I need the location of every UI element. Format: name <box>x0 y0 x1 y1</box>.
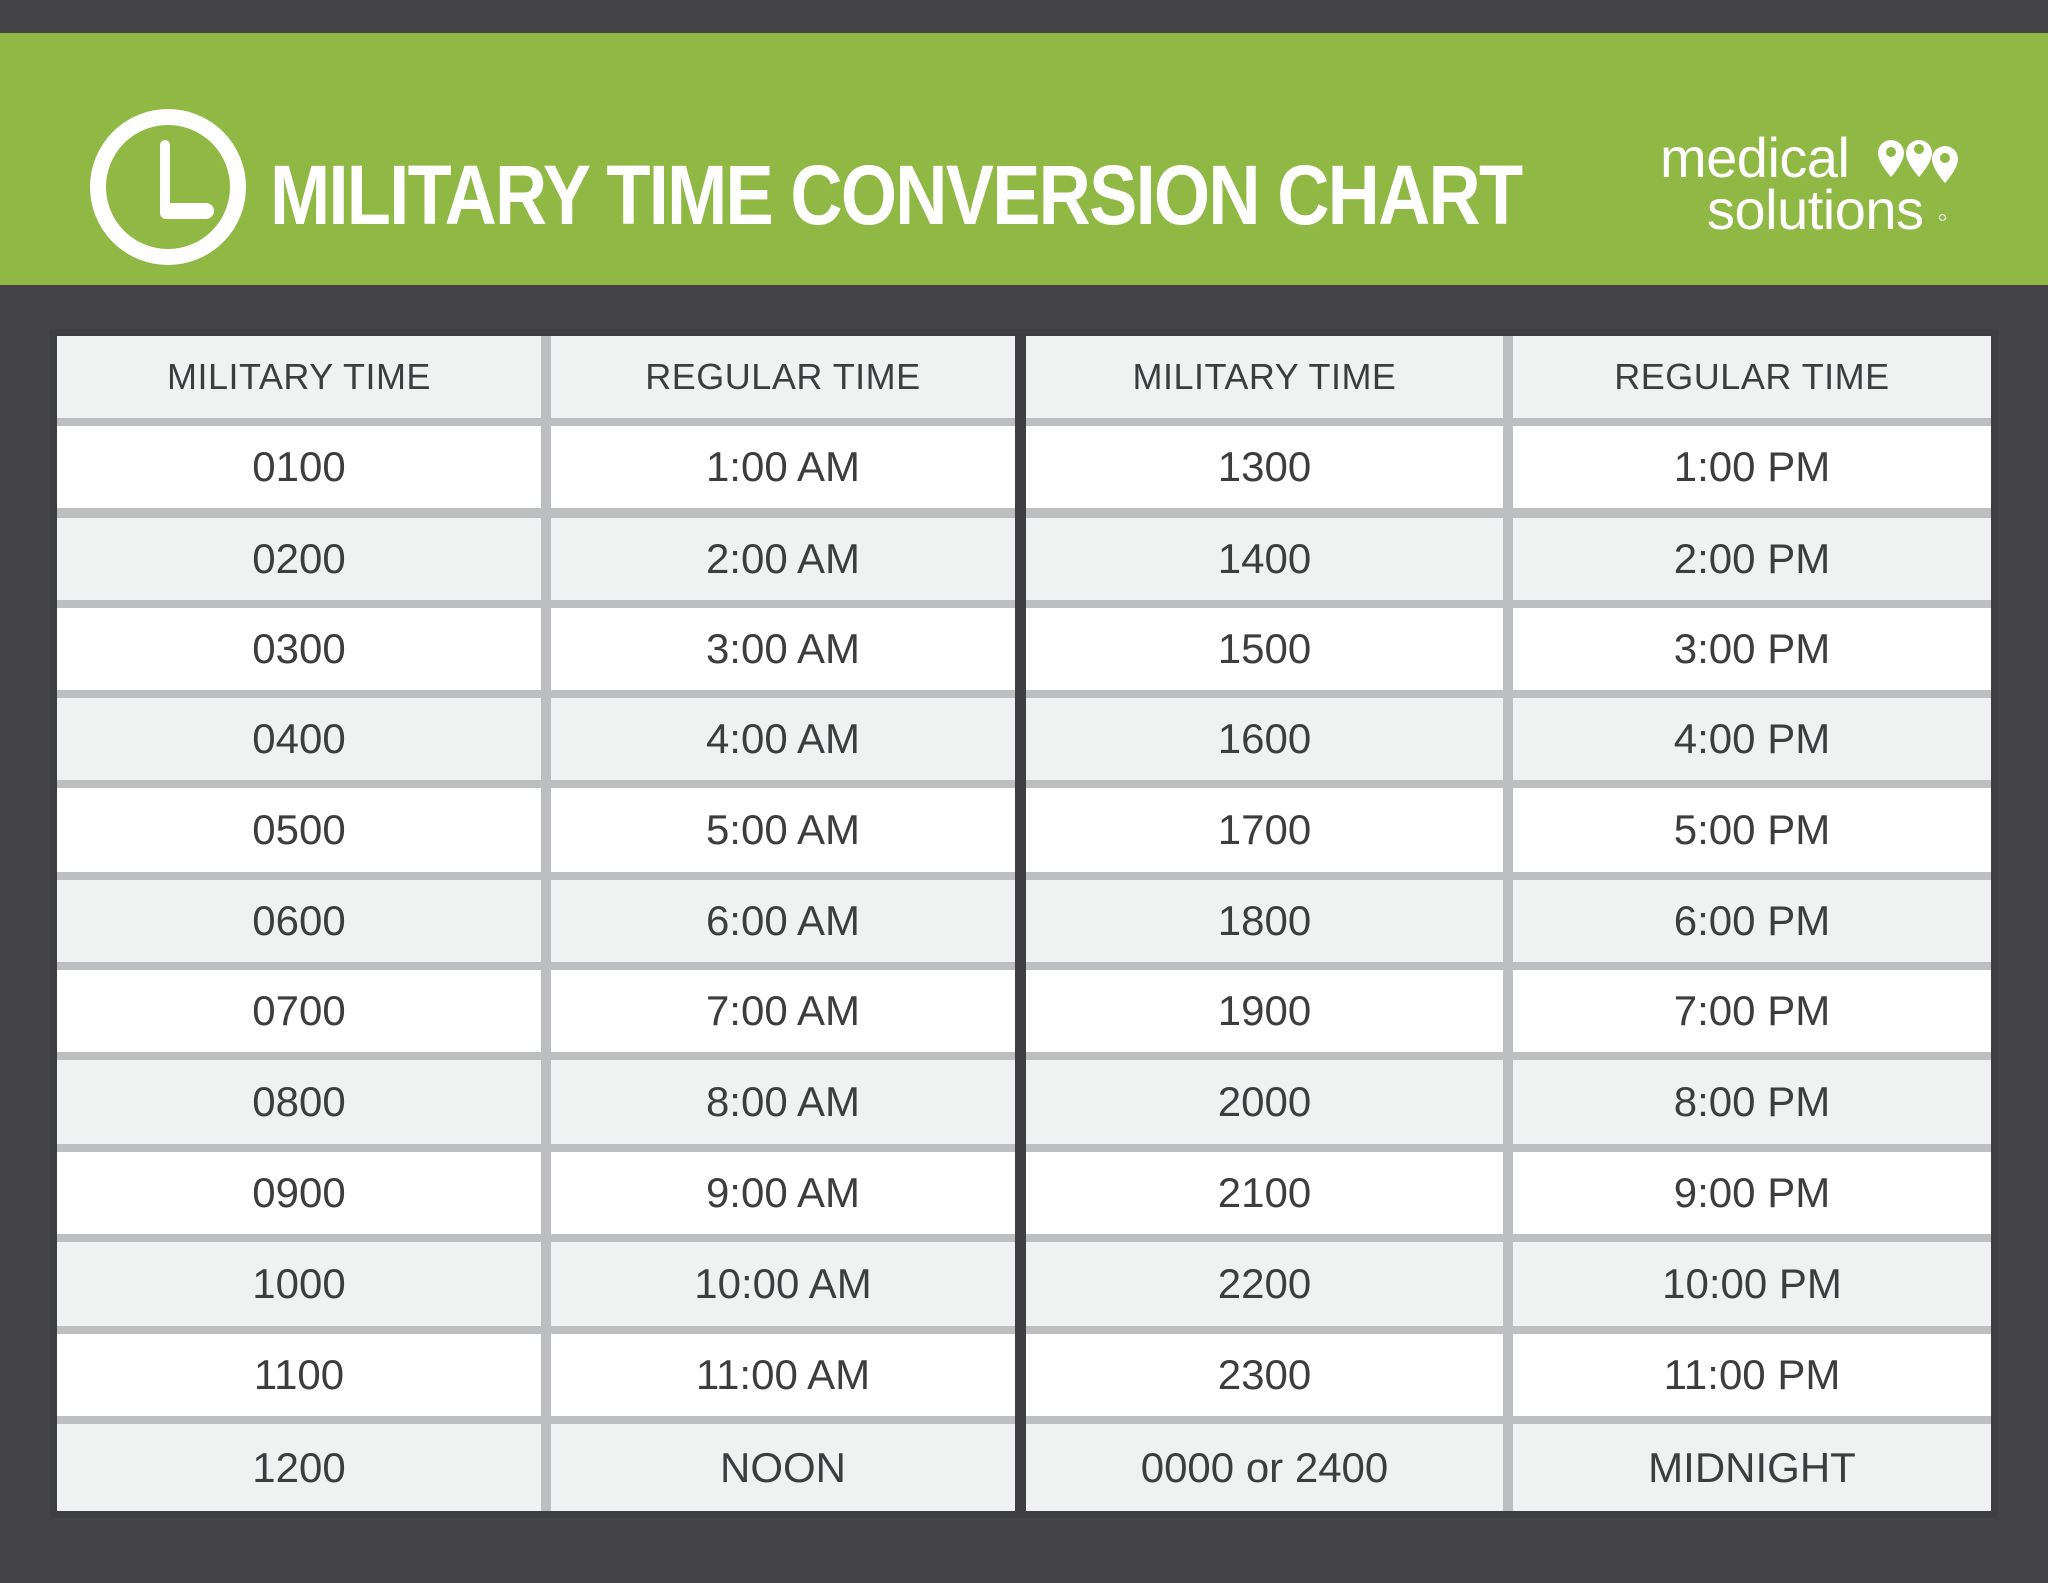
military-time-cell: 0700 <box>57 970 541 1052</box>
registered-mark-icon <box>1939 214 1946 221</box>
military-time-cell: 2200 <box>1026 1242 1503 1326</box>
regular-time-cell: 11:00 AM <box>551 1334 1015 1416</box>
military-time-cell: 1900 <box>1026 970 1503 1052</box>
military-time-cell: 1000 <box>57 1242 541 1326</box>
table-row: 0700 7:00 AM <box>57 970 1015 1052</box>
military-time-cell: 0400 <box>57 698 541 780</box>
military-time-cell: 0100 <box>57 426 541 508</box>
table-divider <box>1015 336 1026 1511</box>
regular-time-cell: 8:00 PM <box>1513 1060 1991 1144</box>
table-row: 1000 10:00 AM <box>57 1242 1015 1326</box>
regular-time-cell: 3:00 PM <box>1513 608 1991 690</box>
table-row: 0200 2:00 AM <box>57 518 1015 600</box>
brand-logo: medical solutions <box>1655 128 1985 248</box>
table-row: 2100 9:00 PM <box>1026 1152 1991 1234</box>
military-time-cell: 1400 <box>1026 518 1503 600</box>
military-time-cell: 2000 <box>1026 1060 1503 1144</box>
regular-time-cell: 1:00 AM <box>551 426 1015 508</box>
table-row: 0100 1:00 AM <box>57 426 1015 508</box>
header-banner: MILITARY TIME CONVERSION CHART medical s… <box>0 33 2048 285</box>
clock-icon <box>90 109 246 265</box>
regular-time-cell: 4:00 AM <box>551 698 1015 780</box>
military-time-cell: 1800 <box>1026 880 1503 962</box>
regular-time-cell: 6:00 PM <box>1513 880 1991 962</box>
military-time-cell: 0600 <box>57 880 541 962</box>
military-time-cell: 1300 <box>1026 426 1503 508</box>
regular-time-cell: 7:00 AM <box>551 970 1015 1052</box>
table-row: 1700 5:00 PM <box>1026 788 1991 872</box>
military-time-cell: 1600 <box>1026 698 1503 780</box>
military-time-cell: 2100 <box>1026 1152 1503 1234</box>
military-time-cell: 0000 or 2400 <box>1026 1424 1503 1511</box>
table-row: 1500 3:00 PM <box>1026 608 1991 690</box>
table-row: 1900 7:00 PM <box>1026 970 1991 1052</box>
table-row: 1200 NOON <box>57 1424 1015 1511</box>
table-row: 2200 10:00 PM <box>1026 1242 1991 1326</box>
military-time-cell: 0800 <box>57 1060 541 1144</box>
regular-time-cell: 6:00 AM <box>551 880 1015 962</box>
table-row: 1300 1:00 PM <box>1026 426 1991 508</box>
regular-time-cell: 3:00 AM <box>551 608 1015 690</box>
table-row: 0300 3:00 AM <box>57 608 1015 690</box>
regular-time-cell: 7:00 PM <box>1513 970 1991 1052</box>
table-row: 1600 4:00 PM <box>1026 698 1991 780</box>
military-time-cell: 2300 <box>1026 1334 1503 1416</box>
regular-time-cell: 4:00 PM <box>1513 698 1991 780</box>
military-time-cell: 0900 <box>57 1152 541 1234</box>
regular-time-cell: 10:00 PM <box>1513 1242 1991 1326</box>
table-row: 0800 8:00 AM <box>57 1060 1015 1144</box>
military-time-cell: 1700 <box>1026 788 1503 872</box>
military-time-cell: 1100 <box>57 1334 541 1416</box>
regular-time-cell: 11:00 PM <box>1513 1334 1991 1416</box>
table-row: 0500 5:00 AM <box>57 788 1015 872</box>
table-header-row: MILITARY TIME REGULAR TIME <box>57 336 1015 418</box>
regular-time-cell: 1:00 PM <box>1513 426 1991 508</box>
table-row: 1100 11:00 AM <box>57 1334 1015 1416</box>
regular-time-cell: 8:00 AM <box>551 1060 1015 1144</box>
column-header-military-time: MILITARY TIME <box>57 336 541 418</box>
column-header-regular-time: REGULAR TIME <box>1513 336 1991 418</box>
table-row: 0000 or 2400 MIDNIGHT <box>1026 1424 1991 1511</box>
military-time-cell: 1500 <box>1026 608 1503 690</box>
regular-time-cell: 5:00 PM <box>1513 788 1991 872</box>
regular-time-cell: 2:00 AM <box>551 518 1015 600</box>
table-header-row: MILITARY TIME REGULAR TIME <box>1026 336 1991 418</box>
military-time-cell: 0200 <box>57 518 541 600</box>
regular-time-cell: 9:00 AM <box>551 1152 1015 1234</box>
table-row: 1800 6:00 PM <box>1026 880 1991 962</box>
military-time-cell: 0300 <box>57 608 541 690</box>
military-time-cell: 0500 <box>57 788 541 872</box>
regular-time-cell: MIDNIGHT <box>1513 1424 1991 1511</box>
brand-name-line1: medical <box>1660 126 1850 189</box>
brand-name-line2: solutions <box>1707 178 1924 241</box>
table-row: 0600 6:00 AM <box>57 880 1015 962</box>
military-time-cell: 1200 <box>57 1424 541 1511</box>
table-row: 0900 9:00 AM <box>57 1152 1015 1234</box>
regular-time-cell: 5:00 AM <box>551 788 1015 872</box>
regular-time-cell: 9:00 PM <box>1513 1152 1991 1234</box>
conversion-table: MILITARY TIME REGULAR TIME 0100 1:00 AM 0200… <box>57 336 1991 1511</box>
regular-time-cell: NOON <box>551 1424 1015 1511</box>
regular-time-cell: 2:00 PM <box>1513 518 1991 600</box>
table-row: 2300 11:00 PM <box>1026 1334 1991 1416</box>
table-row: 1400 2:00 PM <box>1026 518 1991 600</box>
column-header-regular-time: REGULAR TIME <box>551 336 1015 418</box>
page-title: MILITARY TIME CONVERSION CHART <box>270 148 1523 242</box>
table-row: 2000 8:00 PM <box>1026 1060 1991 1144</box>
regular-time-cell: 10:00 AM <box>551 1242 1015 1326</box>
table-right-half: MILITARY TIME REGULAR TIME 1300 1:00 PM 1400… <box>1026 336 1991 1511</box>
location-pins-icon <box>1878 140 1958 183</box>
table-row: 0400 4:00 AM <box>57 698 1015 780</box>
column-header-military-time: MILITARY TIME <box>1026 336 1503 418</box>
table-left-half: MILITARY TIME REGULAR TIME 0100 1:00 AM 0200… <box>57 336 1015 1511</box>
